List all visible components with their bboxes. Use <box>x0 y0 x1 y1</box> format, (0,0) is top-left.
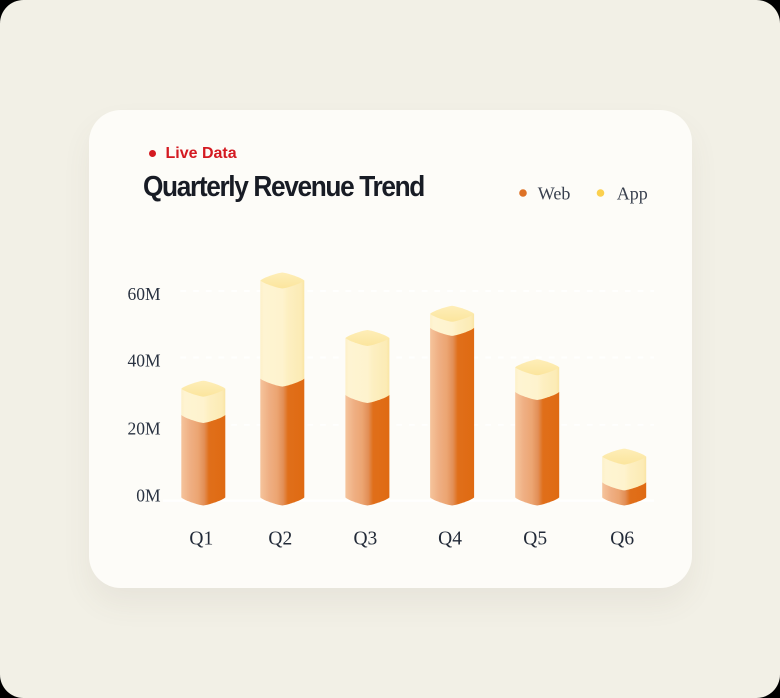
svg-text:60M: 60M <box>127 284 161 304</box>
svg-text:Q3: Q3 <box>353 529 377 550</box>
svg-text:Web: Web <box>538 184 571 204</box>
svg-text:Q6: Q6 <box>610 529 634 550</box>
svg-text:Q4: Q4 <box>438 529 462 550</box>
svg-text:Q1: Q1 <box>189 529 213 550</box>
svg-text:20M: 20M <box>127 419 161 439</box>
svg-text:0M: 0M <box>136 486 161 506</box>
svg-text:Q2: Q2 <box>268 529 292 550</box>
svg-text:Q5: Q5 <box>523 529 547 550</box>
svg-text:App: App <box>617 184 648 204</box>
svg-text:40M: 40M <box>127 351 161 371</box>
